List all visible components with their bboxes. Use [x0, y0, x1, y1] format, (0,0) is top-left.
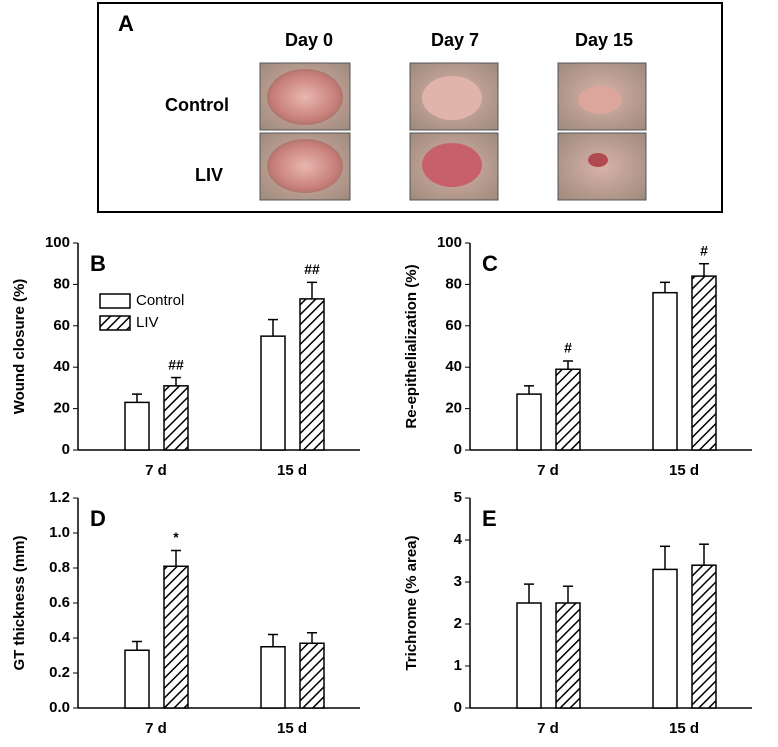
panel-label: D: [90, 506, 106, 531]
bar: [163, 385, 189, 451]
panel-label: A: [118, 11, 134, 36]
x-tick-label: 15 d: [277, 462, 307, 479]
panel-label: C: [482, 251, 498, 276]
bar: [299, 642, 325, 709]
significance-marker: ##: [304, 261, 320, 277]
significance-marker: #: [564, 340, 572, 356]
row-header: LIV: [195, 165, 223, 185]
y-tick-label: 0.0: [49, 699, 70, 716]
y-tick-label: 80: [445, 275, 462, 292]
column-header: Day 0: [285, 30, 333, 50]
bar: [555, 368, 581, 451]
legend-label: LIV: [136, 314, 159, 331]
panel-frame: [97, 2, 723, 213]
y-tick-label: 1.2: [49, 489, 70, 506]
significance-marker: #: [700, 242, 708, 258]
y-tick-label: 100: [437, 234, 462, 251]
bar: [691, 564, 717, 709]
y-tick-label: 0: [62, 441, 70, 458]
y-tick-label: 0: [454, 441, 462, 458]
y-tick-label: 5: [454, 489, 462, 506]
y-tick-label: 1: [454, 657, 462, 674]
y-tick-label: 0.2: [49, 664, 70, 681]
bar: [124, 649, 150, 709]
x-tick-label: 15 d: [669, 720, 699, 737]
bar: [652, 291, 678, 451]
x-tick-label: 7 d: [145, 462, 167, 479]
bar: [124, 401, 150, 451]
y-tick-label: 40: [53, 358, 70, 375]
y-tick-label: 80: [53, 275, 70, 292]
x-tick-label: 7 d: [537, 462, 559, 479]
x-tick-label: 15 d: [669, 462, 699, 479]
bar: [260, 646, 286, 709]
bar: [555, 602, 581, 709]
x-tick-label: 15 d: [277, 720, 307, 737]
x-tick-label: 7 d: [537, 720, 559, 737]
y-axis-label: GT thickness (mm): [11, 535, 28, 670]
x-tick-label: 7 d: [145, 720, 167, 737]
y-tick-label: 20: [53, 400, 70, 417]
y-tick-label: 100: [45, 234, 70, 251]
legend-label: Control: [136, 292, 184, 309]
y-tick-label: 2: [454, 615, 462, 632]
y-axis-label: Wound closure (%): [11, 279, 28, 415]
y-tick-label: 0.4: [49, 629, 71, 646]
y-tick-label: 1.0: [49, 524, 70, 541]
significance-marker: *: [173, 529, 179, 545]
row-header: Control: [165, 95, 229, 115]
legend-swatch: [99, 315, 131, 331]
column-header: Day 7: [431, 30, 479, 50]
photos: [259, 62, 647, 201]
legend-swatch: [99, 293, 131, 309]
column-header: Day 15: [575, 30, 633, 50]
y-tick-label: 40: [445, 358, 462, 375]
y-tick-label: 0.8: [49, 559, 70, 576]
y-tick-label: 3: [454, 573, 462, 590]
y-tick-label: 60: [445, 317, 462, 334]
bar: [299, 298, 325, 451]
y-tick-label: 4: [454, 531, 463, 548]
bar: [163, 565, 189, 709]
significance-marker: ##: [168, 356, 184, 372]
bar: [516, 393, 542, 451]
bar: [691, 275, 717, 451]
bar: [516, 602, 542, 709]
y-tick-label: 60: [53, 317, 70, 334]
y-axis-label: Re-epithelialization (%): [403, 264, 420, 428]
y-axis-label: Trichrome (% area): [403, 535, 420, 670]
y-tick-label: 20: [445, 400, 462, 417]
y-tick-label: 0: [454, 699, 462, 716]
y-tick-label: 0.6: [49, 594, 70, 611]
panel-label: B: [90, 251, 106, 276]
bar: [260, 335, 286, 451]
panel-label: E: [482, 506, 497, 531]
bar: [652, 568, 678, 709]
